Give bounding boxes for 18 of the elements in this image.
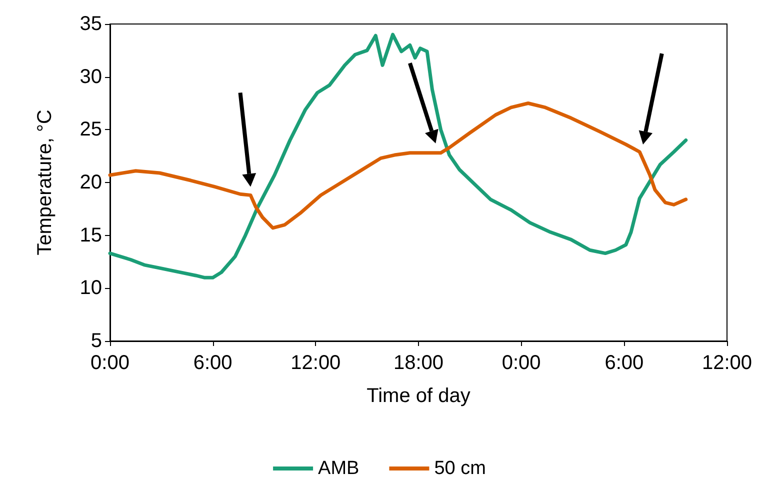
x-tick-label: 12:00 (702, 352, 752, 374)
x-axis-title: Time of day (366, 385, 470, 407)
y-tick-label: 15 (80, 224, 102, 246)
y-tick-label: 35 (80, 13, 102, 35)
x-tick-label: 12:00 (290, 352, 341, 374)
x-tick-label: 0:00 (502, 352, 541, 374)
x-tick-label: 6:00 (604, 352, 644, 374)
x-tick-label: 18:00 (393, 352, 444, 374)
y-tick-label: 5 (90, 330, 102, 352)
y-tick-label: 20 (80, 172, 102, 194)
y-tick-label: 25 (80, 118, 102, 141)
legend-label: 50 cm (434, 458, 486, 479)
legend-label: AMB (318, 458, 360, 479)
y-tick-label: 30 (80, 66, 102, 88)
x-tick-label: 6:00 (193, 352, 232, 374)
y-tick-label: 10 (80, 277, 102, 300)
y-axis-title: Temperature, °C (34, 110, 56, 256)
x-tick-label: 0:00 (90, 352, 130, 374)
